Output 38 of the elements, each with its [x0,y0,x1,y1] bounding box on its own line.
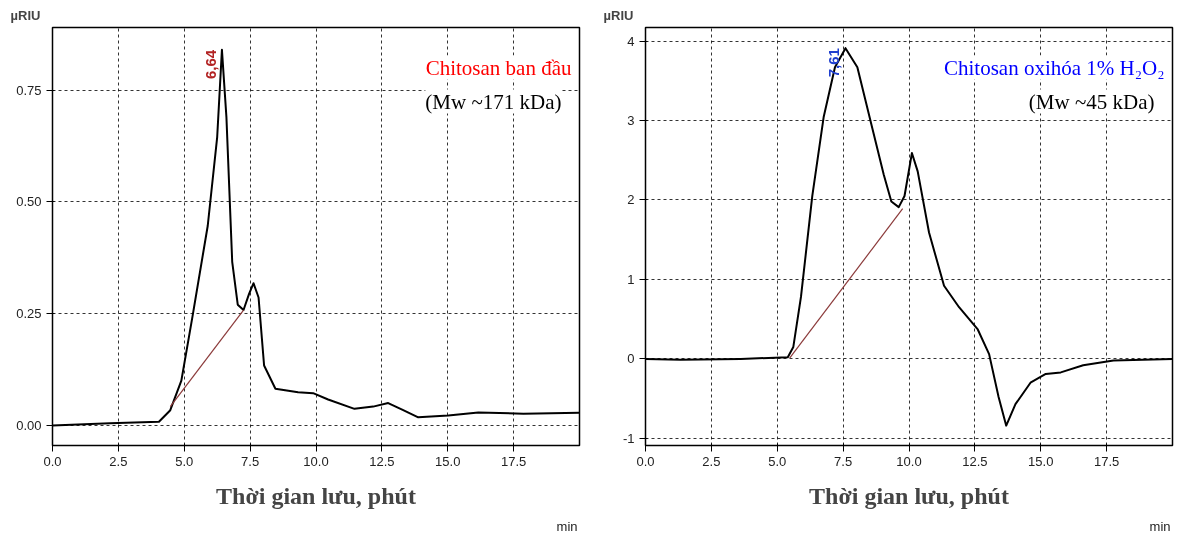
text: min [556,518,578,534]
text: min [1149,518,1171,534]
y-axis-title: µRIU [10,7,41,23]
x-tick-label: 5.0 [175,453,194,469]
y-tick-label: 0.25 [16,306,42,322]
x-tick-label: 2.5 [702,453,721,469]
x-tick-label: 12.5 [369,453,395,469]
y-tick-label: 4 [627,33,635,49]
y-tick-label: -1 [622,430,635,446]
x-tick-label: 12.5 [962,453,988,469]
x-tick-label: 2.5 [109,453,128,469]
y-tick-label: 0.75 [16,82,42,98]
x-axis-title: Thời gian lưu, phút [809,482,1009,509]
y-tick-label: 0.50 [16,194,42,210]
y-tick-label: 1 [627,271,635,287]
x-tick-label: 0.0 [636,453,655,469]
x-tick-label: 10.0 [303,453,329,469]
x-tick-label: 7.5 [834,453,853,469]
y-tick-label: 2 [627,192,635,208]
x-tick-label: 15.0 [1028,453,1054,469]
x-tick-label: 0.0 [43,453,62,469]
x-axis-title: Thời gian lưu, phút [216,482,416,509]
text: (Mw ~171 kDa) [425,89,562,114]
x-tick-label: 17.5 [500,453,527,469]
text: Chitosan ban đầu [425,55,572,80]
text: (Mw ~45 kDa) [1028,89,1155,114]
annotation: 7,61 [825,48,843,78]
y-axis-title: µRIU [603,7,634,23]
text: Chitosan oxihóa 1% H₂O₂ [943,55,1165,80]
x-tick-label: 7.5 [241,453,260,469]
y-tick-label: 0 [627,351,635,367]
x-tick-label: 15.0 [435,453,461,469]
x-tick-label: 5.0 [768,453,787,469]
y-tick-label: 3 [627,112,635,128]
y-tick-label: 0.00 [16,417,42,433]
annotation: 6,64 [201,49,219,80]
x-tick-label: 10.0 [896,453,922,469]
x-tick-label: 17.5 [1093,453,1120,469]
